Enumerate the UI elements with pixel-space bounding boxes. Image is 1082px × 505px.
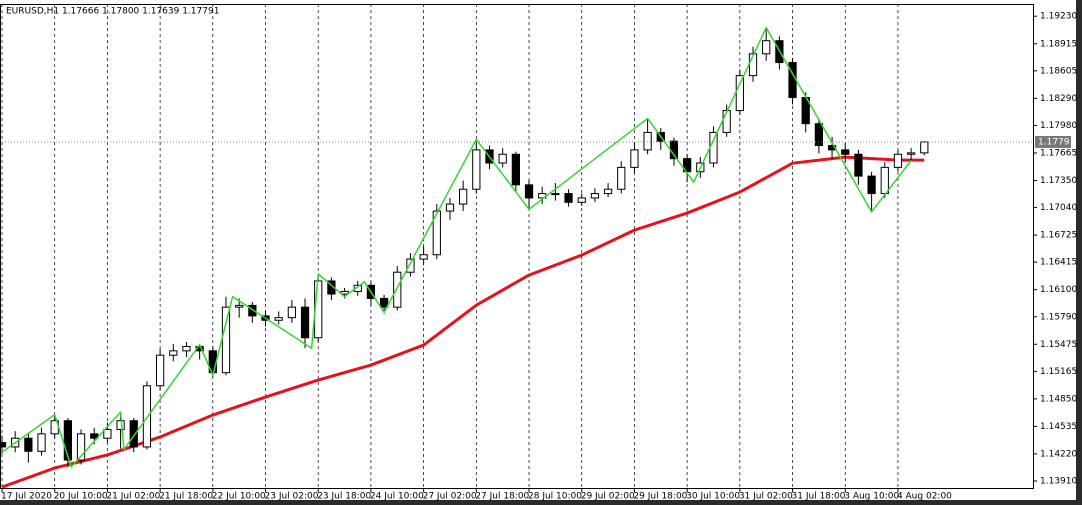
candle-body bbox=[867, 175, 876, 195]
y-tick-label: 1.16415 bbox=[1040, 258, 1077, 268]
candle-body bbox=[630, 149, 639, 168]
y-tick-label: 1.14220 bbox=[1040, 449, 1077, 459]
x-tick-label: 23 Jul 18:00 bbox=[317, 492, 371, 502]
candle-body bbox=[0, 442, 7, 448]
y-tick-label: 1.17040 bbox=[1040, 203, 1077, 213]
x-tick-label: 20 Jul 10:00 bbox=[54, 492, 108, 502]
candle-body bbox=[511, 153, 520, 186]
candle-body bbox=[577, 197, 586, 203]
y-tick-label: 1.15790 bbox=[1040, 312, 1077, 322]
moving-average-line bbox=[1, 155, 925, 489]
y-tick-label: 1.17980 bbox=[1040, 121, 1077, 131]
candle-body bbox=[893, 153, 903, 168]
candle-body bbox=[221, 306, 231, 374]
candle-body bbox=[841, 149, 850, 155]
chart-title: EURUSD,H1 1.17666 1.17800 1.17639 1.1779… bbox=[6, 7, 219, 17]
y-tick-label: 1.17350 bbox=[1040, 176, 1077, 186]
candle-body bbox=[300, 306, 310, 339]
y-tick-label: 1.18290 bbox=[1040, 94, 1077, 104]
y-tick-label: 1.18915 bbox=[1040, 39, 1077, 49]
x-tick-label: 17 Jul 2020 bbox=[1, 492, 52, 502]
y-tick-label: 1.16725 bbox=[1040, 231, 1077, 241]
candle-body bbox=[248, 304, 257, 317]
y-tick-label: 1.17665 bbox=[1040, 148, 1077, 158]
candle-body bbox=[37, 433, 46, 452]
candle-body bbox=[445, 203, 455, 212]
y-tick-label: 1.18605 bbox=[1040, 66, 1077, 76]
plot-frame bbox=[0, 4, 1034, 489]
x-tick-label: 29 Jul 02:00 bbox=[581, 492, 635, 502]
candle-body bbox=[617, 166, 626, 190]
candle-body bbox=[564, 193, 573, 203]
x-tick-label: 21 Jul 18:00 bbox=[159, 492, 213, 502]
candle-body bbox=[103, 428, 112, 439]
zigzag-line bbox=[1, 26, 912, 468]
candle-body bbox=[762, 40, 771, 55]
candle-body bbox=[432, 210, 441, 256]
candle-body bbox=[735, 75, 744, 112]
candle-body bbox=[709, 131, 718, 164]
x-tick-label: 22 Jul 10:00 bbox=[212, 492, 266, 502]
candle-body bbox=[814, 123, 824, 147]
current-price-box bbox=[1035, 135, 1071, 148]
candle-body bbox=[116, 420, 125, 430]
candle-body bbox=[129, 420, 138, 448]
candle-body bbox=[524, 184, 534, 199]
candle-body bbox=[63, 420, 73, 461]
x-tick-label: 29 Jul 18:00 bbox=[633, 492, 687, 502]
candle-body bbox=[603, 188, 613, 195]
x-tick-label: 27 Jul 02:00 bbox=[423, 492, 477, 502]
candle-body bbox=[419, 254, 428, 260]
candle-body bbox=[498, 153, 507, 164]
candle-body bbox=[406, 258, 415, 273]
candle-body bbox=[551, 193, 560, 196]
y-tick-label: 1.13910 bbox=[1040, 477, 1077, 487]
candle-body bbox=[590, 193, 600, 199]
y-tick-label: 1.19230 bbox=[1040, 12, 1077, 22]
candle-body bbox=[683, 158, 692, 173]
x-tick-label: 3 Aug 10:00 bbox=[844, 492, 899, 502]
y-tick-label: 1.15475 bbox=[1040, 340, 1077, 350]
candle-body bbox=[90, 433, 99, 439]
plot-area bbox=[0, 4, 1033, 489]
candle-body bbox=[24, 437, 33, 452]
candle-body bbox=[274, 317, 283, 321]
x-tick-label: 28 Jul 10:00 bbox=[528, 492, 582, 502]
y-tick-label: 1.14535 bbox=[1040, 422, 1077, 432]
candle-body bbox=[880, 166, 889, 195]
x-tick-label: 21 Jul 02:00 bbox=[106, 492, 160, 502]
candle-body bbox=[379, 297, 389, 308]
candle-body bbox=[169, 350, 178, 356]
y-tick-label: 1.14850 bbox=[1040, 394, 1077, 404]
candle-body bbox=[353, 284, 362, 292]
y-tick-label: 1.16100 bbox=[1040, 285, 1077, 295]
x-tick-label: 4 Aug 02:00 bbox=[897, 492, 952, 502]
candle-body bbox=[182, 345, 191, 352]
candle-body bbox=[907, 152, 916, 155]
candle-body bbox=[472, 149, 481, 190]
candle-body bbox=[142, 385, 152, 448]
x-tick-label: 24 Jul 10:00 bbox=[370, 492, 424, 502]
current-price-label: 1.17791 bbox=[1038, 137, 1075, 147]
candle-body bbox=[643, 131, 652, 151]
x-tick-label: 31 Jul 02:00 bbox=[739, 492, 793, 502]
candle-body bbox=[854, 153, 863, 177]
candle-body bbox=[76, 433, 86, 461]
candle-body bbox=[287, 306, 296, 319]
candle-body bbox=[393, 271, 402, 308]
candle-body bbox=[155, 354, 165, 387]
candle-body bbox=[722, 110, 731, 133]
x-tick-label: 31 Jul 18:00 bbox=[792, 492, 846, 502]
x-tick-label: 23 Jul 02:00 bbox=[265, 492, 319, 502]
candle-body bbox=[459, 188, 468, 205]
candle-body bbox=[235, 304, 244, 308]
candle-body bbox=[920, 141, 929, 154]
x-tick-label: 27 Jul 18:00 bbox=[475, 492, 529, 502]
x-tick-label: 30 Jul 10:00 bbox=[686, 492, 740, 502]
y-tick-label: 1.15165 bbox=[1040, 367, 1077, 377]
